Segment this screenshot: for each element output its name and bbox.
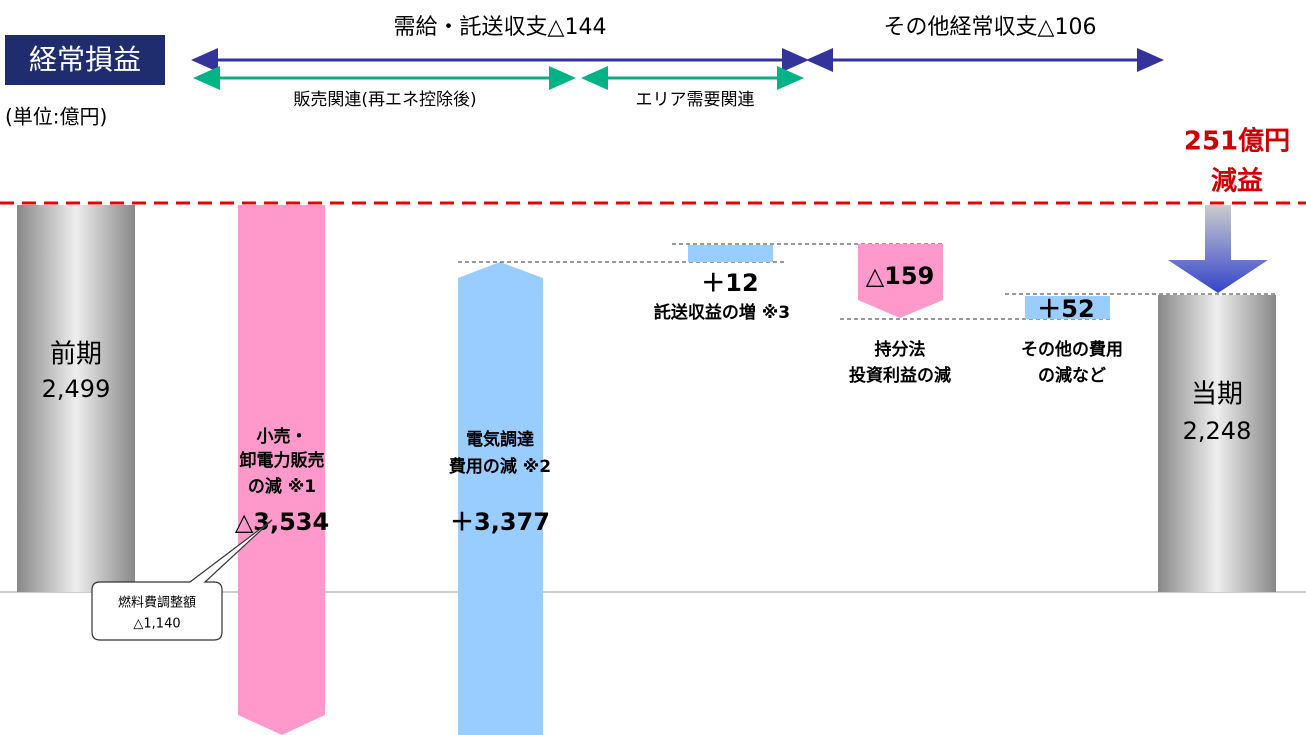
step-value: 2,248 [1183, 417, 1252, 445]
step-value: △159 [866, 262, 935, 290]
increase-bar [458, 262, 543, 735]
step-label: 持分法 [875, 339, 926, 360]
start-bar [17, 205, 135, 592]
step-label: 当期 [1191, 380, 1243, 410]
group-label: 需給・託送収支△144 [394, 15, 607, 40]
unit: (単位:億円) [5, 105, 107, 129]
callout [91, 519, 273, 641]
title: 経常損益 [29, 43, 141, 76]
step-label: 費用の減 ※2 [449, 456, 551, 477]
step-label: 投資利益の減 [849, 365, 951, 386]
step-label: の減 ※1 [248, 476, 316, 497]
increase-bar [1025, 296, 1110, 319]
decrease-bar [858, 244, 943, 318]
step-label: 小売・ [257, 426, 308, 447]
group-label: その他経常収支△106 [884, 15, 1097, 40]
title-box [5, 35, 165, 85]
subgroup-label: 販売関連(再エネ控除後) [293, 90, 476, 110]
step-value: 2,499 [42, 375, 111, 403]
step-label: 卸電力販売 [240, 450, 325, 471]
total-label: 251億円 [1184, 127, 1290, 157]
increase-bar [688, 245, 773, 262]
end-bar [1158, 295, 1276, 592]
step-label: その他の費用 [1021, 339, 1123, 360]
step-value: ＋3,377 [450, 508, 550, 536]
total-label: 減益 [1211, 167, 1263, 197]
step-value: ＋52 [1037, 295, 1094, 323]
callout-label: 燃料費調整額 [118, 595, 196, 611]
subgroup-label: エリア需要関連 [636, 90, 755, 110]
decrease-arrow [1168, 205, 1268, 293]
callout-value: △1,140 [133, 617, 180, 632]
step-value: △3,534 [235, 508, 329, 536]
decrease-bar [238, 205, 325, 735]
step-label: の減など [1038, 365, 1106, 386]
step-label: 前期 [50, 340, 102, 370]
step-label: 電気調達 [466, 429, 534, 450]
step-label: 託送収益の増 ※3 [654, 302, 790, 323]
step-value: ＋12 [701, 269, 758, 297]
